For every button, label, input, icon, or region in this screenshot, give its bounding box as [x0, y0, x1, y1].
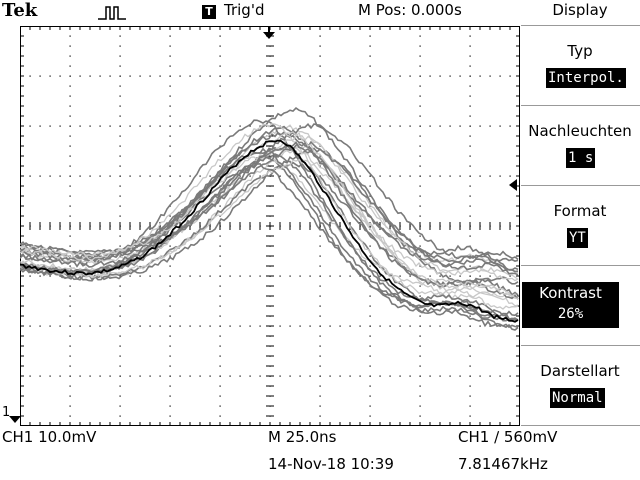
trigger-badge: T	[202, 5, 216, 19]
persistence-trace	[20, 153, 519, 331]
menu-item-kontrast-highlight	[522, 282, 619, 328]
trigger-level-readout: CH1 ∕ 560mV	[458, 428, 558, 446]
menu-separator	[521, 425, 640, 426]
menu-separator	[521, 185, 640, 186]
ground-arrow-icon	[9, 416, 21, 423]
menu-item-label: Darstellart	[540, 362, 620, 380]
persistence-trace	[20, 123, 519, 310]
graticule	[20, 26, 520, 426]
persistence-trace	[20, 125, 519, 300]
menu-item-kontrast[interactable]: Kontrast 26%	[520, 266, 640, 345]
channel-ground-marker: 1	[2, 405, 11, 420]
timebase-readout: M 25.0ns	[268, 428, 337, 446]
menu-separator	[521, 25, 640, 26]
live-trace	[20, 139, 519, 323]
persistence-trace	[20, 161, 519, 296]
ch1-scale-readout: CH1 10.0mV	[2, 428, 97, 446]
persistence-trace	[20, 107, 519, 271]
menu-item-nachleuchten[interactable]: Nachleuchten 1 s	[520, 106, 640, 185]
waveform-traces	[20, 107, 519, 331]
menu-item-label: Kontrast	[539, 284, 602, 302]
menu-item-label: Nachleuchten	[528, 122, 632, 140]
menu-item-value: 1 s	[566, 148, 596, 168]
menu-item-value: YT	[567, 228, 588, 248]
trigger-position-icon	[263, 27, 275, 39]
acquire-pulse-icon	[98, 6, 126, 20]
menu-item-value: Interpol.	[546, 68, 626, 88]
frequency-readout: 7.81467kHz	[458, 455, 548, 473]
trigger-level-icon	[509, 179, 517, 191]
menu-item-format[interactable]: Format YT	[520, 186, 640, 265]
persistence-trace	[20, 140, 519, 273]
menu-item-darstellart[interactable]: Darstellart Normal	[520, 346, 640, 425]
persistence-trace	[20, 162, 519, 322]
persistence-trace	[20, 122, 519, 261]
brand-logo: Tek	[2, 0, 38, 21]
menu-separator	[521, 345, 640, 346]
persistence-trace	[20, 141, 519, 276]
menu-item-value: Normal	[550, 388, 605, 408]
trigger-status: Trig'd	[224, 1, 265, 19]
date-time-readout: 14-Nov-18 10:39	[268, 455, 394, 473]
menu-separator	[521, 265, 640, 266]
menu-item-typ[interactable]: Typ Interpol.	[520, 26, 640, 105]
menu-title: Display	[552, 1, 608, 19]
menu-separator	[521, 105, 640, 106]
menu-item-label: Format	[553, 202, 607, 220]
menu-item-label: Typ	[567, 42, 593, 60]
menu-item-value: 26%	[557, 306, 584, 322]
display-menu: Display	[520, 0, 640, 480]
waveform-screen	[20, 26, 520, 426]
m-position-readout: M Pos: 0.000s	[358, 1, 462, 19]
